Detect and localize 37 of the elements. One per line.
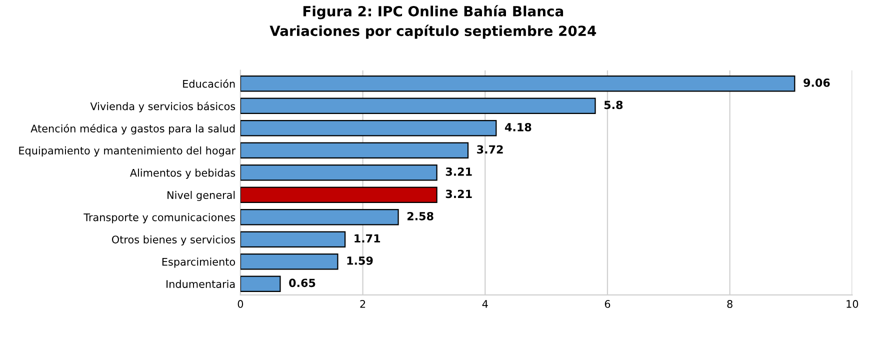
x-tick-label: 6 — [604, 300, 610, 308]
bar — [240, 253, 338, 270]
bar — [240, 120, 497, 136]
y-tick-label: Transporte y comunicaciones — [84, 213, 236, 224]
bar — [240, 209, 399, 226]
y-tick-label: Esparcimiento — [162, 258, 236, 268]
data-label: 1.59 — [347, 256, 373, 265]
data-label: 2.58 — [407, 212, 434, 220]
bar — [240, 98, 596, 114]
bar — [240, 231, 346, 248]
data-label: 0.65 — [289, 278, 316, 288]
y-tick-label: Alimentos y bebidas — [130, 168, 236, 179]
x-tick-label: 8 — [727, 300, 732, 308]
bar — [240, 76, 796, 92]
x-tick-label: 0 — [238, 300, 244, 308]
data-label: 3.21 — [446, 190, 472, 198]
data-label: 4.18 — [504, 122, 532, 132]
data-label: 9.06 — [804, 78, 830, 87]
y-tick-label: Nivel general — [168, 190, 235, 202]
x-tick-label: 2 — [360, 300, 366, 308]
x-tick-label: 4 — [482, 300, 488, 308]
y-tick-label: Otros bienes y servicios — [112, 235, 236, 246]
y-tick-label: Vivienda y servicios básicos — [90, 102, 236, 112]
data-label: 3.21 — [446, 167, 472, 176]
bar — [240, 164, 438, 181]
y-tick-label: Equipamiento y mantenimiento del hogar — [19, 146, 236, 157]
x-tick-label: 10 — [846, 300, 858, 308]
chart-title: Figura 2: IPC Online Bahía Blanca Variaciones por capítulo septiembre 2024 — [270, 5, 596, 39]
bar — [240, 142, 469, 159]
y-tick-label: Indumentaria — [166, 280, 235, 288]
bar — [240, 276, 281, 292]
bar — [240, 186, 438, 203]
data-label: 5.8 — [604, 100, 623, 110]
y-tick-label: Atención médica y gastos para la salud — [30, 124, 235, 134]
y-tick-label: Educación — [183, 79, 235, 88]
data-label: 1.71 — [354, 234, 380, 242]
data-label: 3.72 — [477, 145, 503, 154]
